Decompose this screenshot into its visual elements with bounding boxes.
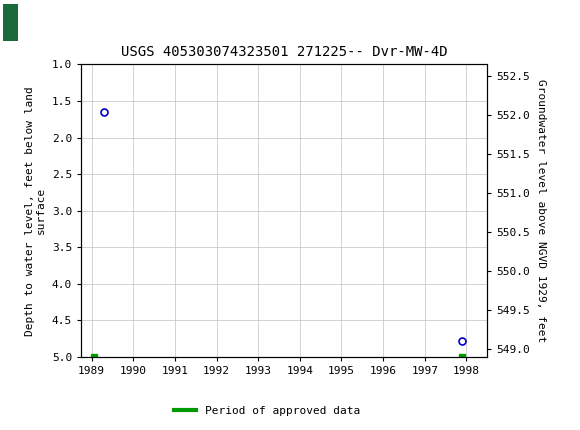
Bar: [3, 4, 18, 41]
Bar: [18, 4, 32, 41]
Legend: Period of approved data: Period of approved data: [169, 401, 364, 420]
Y-axis label: Depth to water level, feet below land
surface: Depth to water level, feet below land su…: [25, 86, 46, 335]
Title: USGS 405303074323501 271225-- Dvr-MW-4D: USGS 405303074323501 271225-- Dvr-MW-4D: [121, 45, 448, 59]
Bar: [3, 3, 35, 42]
Text: USGS: USGS: [42, 14, 97, 31]
Y-axis label: Groundwater level above NGVD 1929, feet: Groundwater level above NGVD 1929, feet: [535, 79, 546, 342]
